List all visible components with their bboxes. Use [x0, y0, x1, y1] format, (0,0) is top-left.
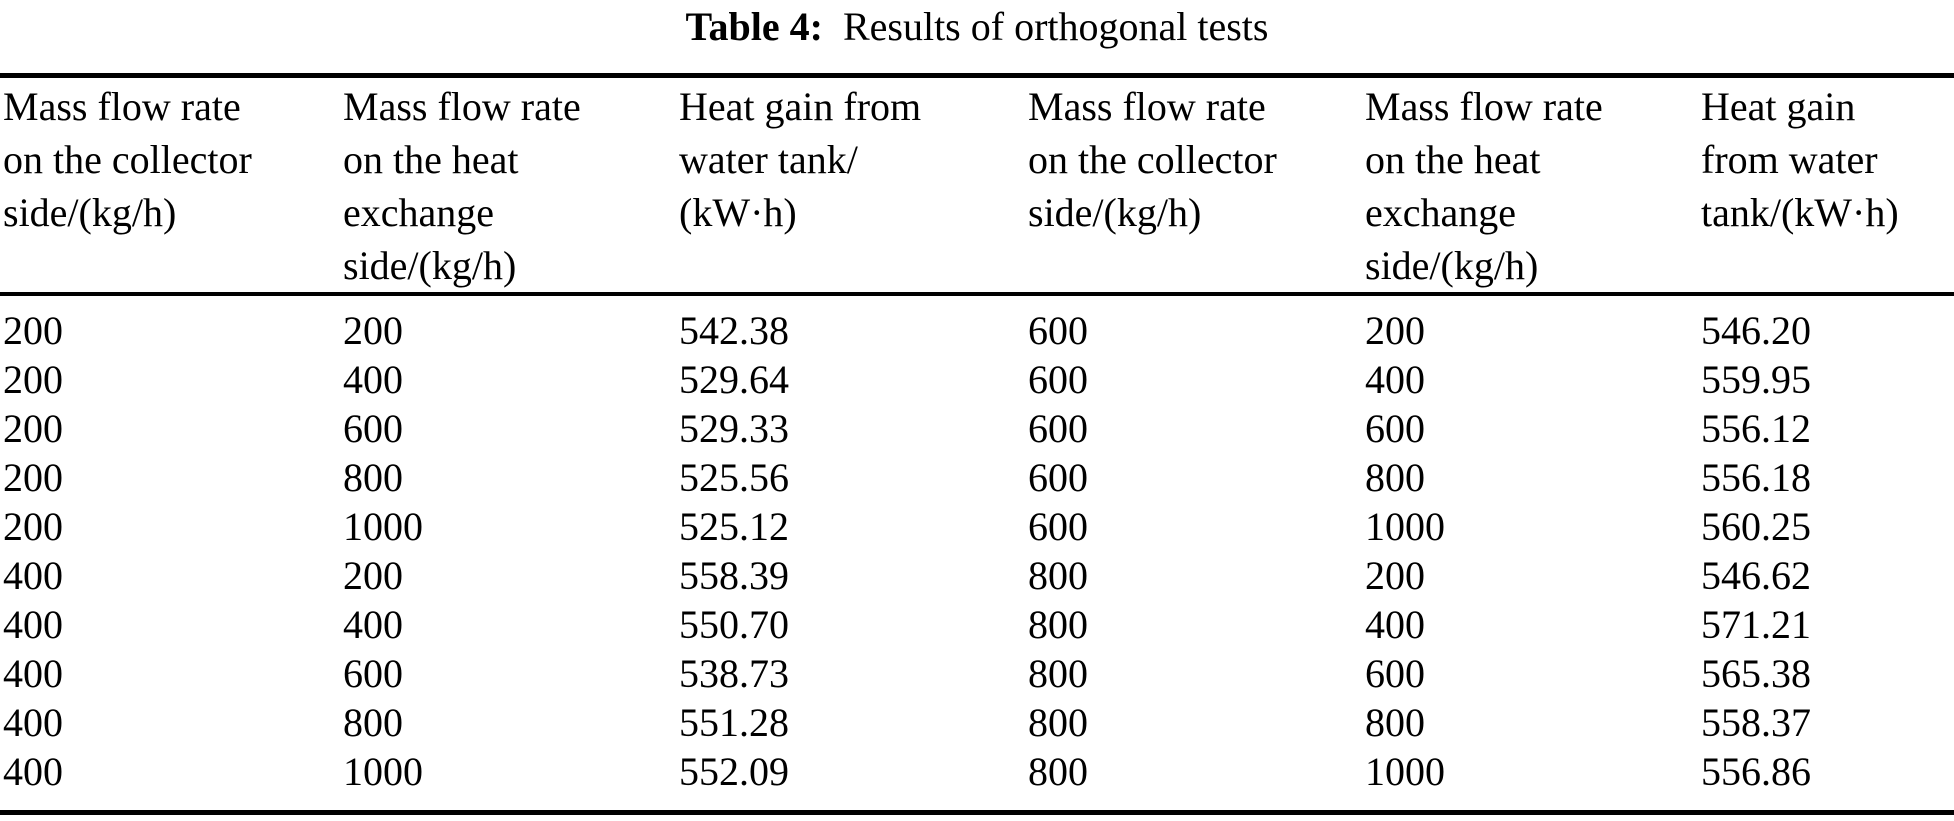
- table-cell: 556.18: [1701, 455, 1811, 500]
- table-cell: 556.86: [1701, 749, 1811, 794]
- table-row: 200 200 542.38 600 200 546.20: [0, 294, 1954, 355]
- table-row: 400 400 550.70 800 400 571.21: [0, 600, 1954, 649]
- table-cell: 800: [1028, 651, 1088, 696]
- table-cell: 400: [343, 602, 403, 647]
- table-row: 200 800 525.56 600 800 556.18: [0, 453, 1954, 502]
- table-cell: 560.25: [1701, 504, 1811, 549]
- table-cell: 200: [3, 308, 63, 353]
- table-cell: 1000: [1365, 504, 1445, 549]
- table-body: 200 200 542.38 600 200 546.20 200 400 52…: [0, 294, 1954, 813]
- table-cell: 200: [3, 504, 63, 549]
- table-cell: 600: [1028, 455, 1088, 500]
- table-cell: 400: [3, 553, 63, 598]
- table-cell: 400: [3, 700, 63, 745]
- table-cell: 558.37: [1701, 700, 1811, 745]
- table-cell: 552.09: [679, 749, 789, 794]
- table-cell: 400: [1365, 357, 1425, 402]
- table-cell: 556.12: [1701, 406, 1811, 451]
- table-cell: 200: [1365, 553, 1425, 598]
- table-header: Mass flow rate on the collector side/(kg…: [0, 75, 1954, 296]
- table-cell: 800: [1028, 553, 1088, 598]
- table-cell: 200: [3, 406, 63, 451]
- table-row: 400 600 538.73 800 600 565.38: [0, 649, 1954, 698]
- table-cell: 600: [1028, 357, 1088, 402]
- table-cell: 600: [1365, 406, 1425, 451]
- table-cell: 600: [343, 651, 403, 696]
- table-cell: 200: [3, 455, 63, 500]
- table-cell: 525.12: [679, 504, 789, 549]
- table-cell: 800: [343, 455, 403, 500]
- column-header-exchange-flow-left: Mass flow rate on the heat exchange side…: [340, 75, 676, 296]
- column-header-collector-flow-left: Mass flow rate on the collector side/(kg…: [0, 75, 340, 296]
- table-cell: 565.38: [1701, 651, 1811, 696]
- table-cell: 800: [1028, 749, 1088, 794]
- table-cell: 525.56: [679, 455, 789, 500]
- column-header-heat-gain-left: Heat gain from water tank/ (kW·h): [676, 75, 1025, 296]
- table-cell: 400: [343, 357, 403, 402]
- column-header-heat-gain-right: Heat gain from water tank/(kW·h): [1698, 75, 1954, 296]
- table-cell: 1000: [1365, 749, 1445, 794]
- table-cell: 200: [343, 308, 403, 353]
- table-row: 200 400 529.64 600 400 559.95: [0, 355, 1954, 404]
- table-cell: 546.62: [1701, 553, 1811, 598]
- table-cell: 200: [3, 357, 63, 402]
- table-caption: Table 4: Results of orthogonal tests: [0, 0, 1954, 73]
- table-cell: 1000: [343, 749, 423, 794]
- table-cell: 200: [1365, 308, 1425, 353]
- header-row: Mass flow rate on the collector side/(kg…: [0, 75, 1954, 296]
- table-cell: 538.73: [679, 651, 789, 696]
- table-cell: 600: [1028, 504, 1088, 549]
- table-cell: 546.20: [1701, 308, 1811, 353]
- table-cell: 551.28: [679, 700, 789, 745]
- table-row: 400 1000 552.09 800 1000 556.86: [0, 747, 1954, 813]
- table-cell: 400: [3, 749, 63, 794]
- table-cell: 600: [1028, 406, 1088, 451]
- results-table: Mass flow rate on the collector side/(kg…: [0, 73, 1954, 815]
- table-cell: 600: [1028, 308, 1088, 353]
- table-caption-title: Results of orthogonal tests: [842, 4, 1269, 49]
- table-cell: 558.39: [679, 553, 789, 598]
- table-cell: 571.21: [1701, 602, 1811, 647]
- table-cell: 529.33: [679, 406, 789, 451]
- table-cell: 800: [343, 700, 403, 745]
- table-caption-label: Table 4:: [685, 4, 823, 49]
- table-cell: 529.64: [679, 357, 789, 402]
- table-row: 400 800 551.28 800 800 558.37: [0, 698, 1954, 747]
- table-row: 200 1000 525.12 600 1000 560.25: [0, 502, 1954, 551]
- table-cell: 600: [343, 406, 403, 451]
- table-cell: 400: [1365, 602, 1425, 647]
- table-cell: 542.38: [679, 308, 789, 353]
- table-cell: 800: [1365, 700, 1425, 745]
- table-row: 200 600 529.33 600 600 556.12: [0, 404, 1954, 453]
- table-cell: 1000: [343, 504, 423, 549]
- table-cell: 559.95: [1701, 357, 1811, 402]
- column-header-exchange-flow-right: Mass flow rate on the heat exchange side…: [1362, 75, 1698, 296]
- table-cell: 550.70: [679, 602, 789, 647]
- table-cell: 200: [343, 553, 403, 598]
- column-header-collector-flow-right: Mass flow rate on the collector side/(kg…: [1025, 75, 1362, 296]
- table-cell: 400: [3, 602, 63, 647]
- table-row: 400 200 558.39 800 200 546.62: [0, 551, 1954, 600]
- table-cell: 800: [1365, 455, 1425, 500]
- table-cell: 800: [1028, 700, 1088, 745]
- table-cell: 400: [3, 651, 63, 696]
- table-cell: 600: [1365, 651, 1425, 696]
- table-cell: 800: [1028, 602, 1088, 647]
